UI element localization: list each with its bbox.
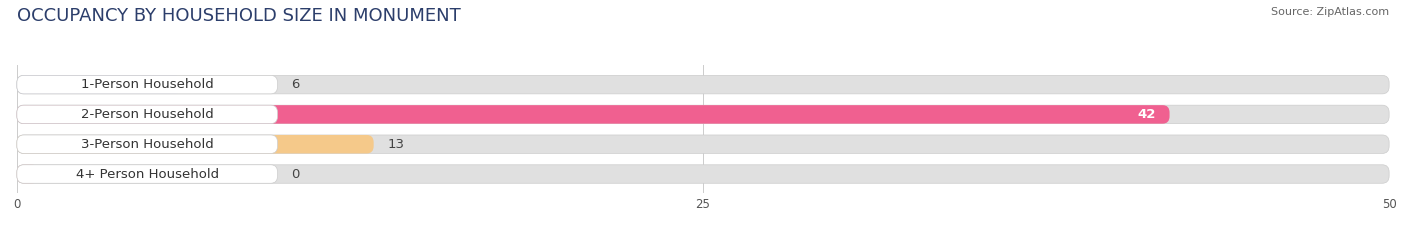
FancyBboxPatch shape (17, 75, 1389, 94)
Text: 13: 13 (388, 138, 405, 151)
FancyBboxPatch shape (17, 135, 277, 154)
Text: 3-Person Household: 3-Person Household (82, 138, 214, 151)
FancyBboxPatch shape (17, 75, 277, 94)
Text: 42: 42 (1137, 108, 1156, 121)
Text: 2-Person Household: 2-Person Household (82, 108, 214, 121)
FancyBboxPatch shape (17, 105, 1170, 124)
Text: OCCUPANCY BY HOUSEHOLD SIZE IN MONUMENT: OCCUPANCY BY HOUSEHOLD SIZE IN MONUMENT (17, 7, 461, 25)
Text: 1-Person Household: 1-Person Household (82, 78, 214, 91)
FancyBboxPatch shape (17, 165, 277, 183)
FancyBboxPatch shape (17, 165, 39, 183)
Text: 4+ Person Household: 4+ Person Household (76, 168, 219, 181)
FancyBboxPatch shape (17, 105, 1389, 124)
FancyBboxPatch shape (17, 105, 277, 124)
Text: 6: 6 (291, 78, 299, 91)
FancyBboxPatch shape (17, 75, 181, 94)
FancyBboxPatch shape (17, 165, 1389, 183)
Text: 0: 0 (291, 168, 299, 181)
FancyBboxPatch shape (17, 135, 374, 154)
Text: Source: ZipAtlas.com: Source: ZipAtlas.com (1271, 7, 1389, 17)
FancyBboxPatch shape (17, 135, 1389, 154)
